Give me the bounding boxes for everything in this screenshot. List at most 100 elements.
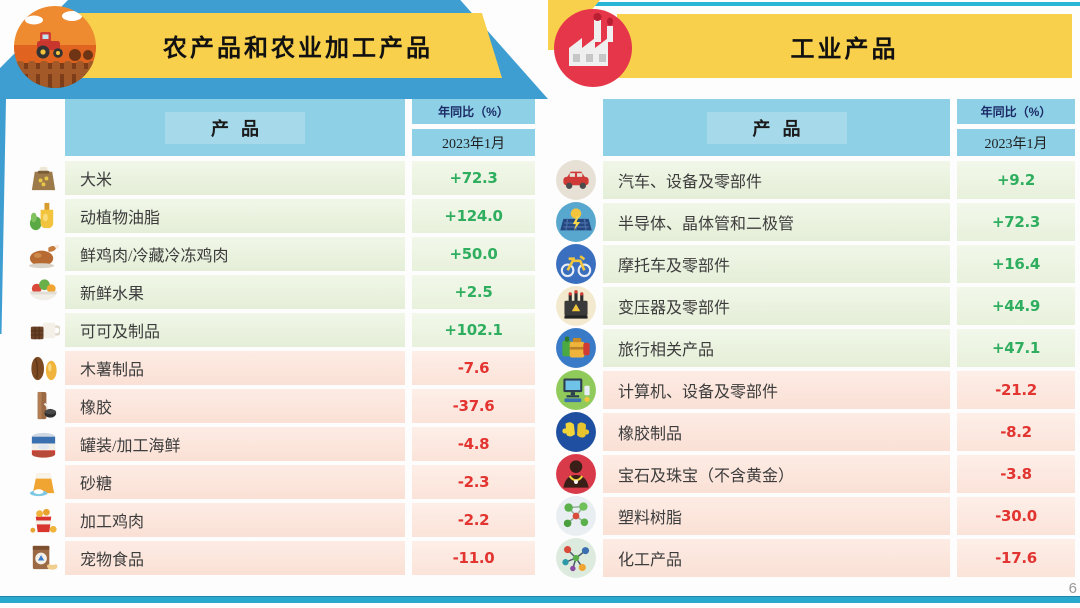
product-name: 计算机、设备及零部件 <box>603 371 950 409</box>
table-row: 宝石及珠宝（不含黄金） -3.8 <box>549 453 1075 495</box>
table-row: 加工鸡肉 -2.2 <box>22 503 535 537</box>
table-row: 宠物食品 -11.0 <box>22 541 535 575</box>
period-column-header: 2023年1月 <box>957 129 1075 156</box>
table-row: 化工产品 -17.6 <box>549 537 1075 579</box>
product-name: 新鲜水果 <box>65 275 405 309</box>
transformer-icon <box>549 285 603 327</box>
fried-chicken-icon <box>22 504 65 537</box>
product-name: 旅行相关产品 <box>603 329 950 367</box>
sugar-icon <box>22 466 65 499</box>
yoy-column-header: 年同比（%） <box>412 99 535 124</box>
cooking-oil-icon <box>22 200 65 233</box>
canned-seafood-icon <box>22 428 65 461</box>
travel-icon <box>549 327 603 369</box>
table-row: 罐装/加工海鲜 -4.8 <box>22 427 535 461</box>
product-name: 半导体、晶体管和二极管 <box>603 203 950 241</box>
product-name: 化工产品 <box>603 539 950 577</box>
yoy-value: -2.2 <box>412 503 535 537</box>
agriculture-table: 产品 年同比（%） 2023年1月 大米 +72.3 动植物油脂 +124.0 鲜鸡肉/… <box>22 99 535 575</box>
yoy-value: -11.0 <box>412 541 535 575</box>
table-row: 摩托车及零部件 +16.4 <box>549 243 1075 285</box>
table-row: 橡胶 -37.6 <box>22 389 535 423</box>
yoy-value: -21.2 <box>957 371 1075 409</box>
top-teal-line <box>556 2 1080 6</box>
table-row: 塑料树脂 -30.0 <box>549 495 1075 537</box>
right-panel-title: 工业产品 <box>790 36 899 63</box>
industry-table: 产品 年同比（%） 2023年1月 汽车、设备及零部件 +9.2 半导体、晶体管和二… <box>549 99 1075 579</box>
table-row: 半导体、晶体管和二极管 +72.3 <box>549 201 1075 243</box>
yoy-value: -3.8 <box>957 455 1075 493</box>
table-row: 汽车、设备及零部件 +9.2 <box>549 159 1075 201</box>
table-row: 大米 +72.3 <box>22 161 535 195</box>
industry-icon <box>553 8 633 88</box>
rice-sack-icon <box>22 162 65 195</box>
table-row: 鲜鸡肉/冷藏冷冻鸡肉 +50.0 <box>22 237 535 271</box>
table-row: 计算机、设备及零部件 -21.2 <box>549 369 1075 411</box>
fresh-fruit-icon <box>22 276 65 309</box>
yoy-value: -17.6 <box>957 539 1075 577</box>
yoy-value: -2.3 <box>412 465 535 499</box>
product-column-header: 产品 <box>65 99 405 156</box>
product-name: 砂糖 <box>65 465 405 499</box>
table-row: 动植物油脂 +124.0 <box>22 199 535 233</box>
left-panel-title: 农产品和农业加工产品 <box>163 36 433 62</box>
agriculture-table-header: 产品 年同比（%） 2023年1月 <box>65 99 535 156</box>
cassava-icon <box>22 352 65 385</box>
product-name: 加工鸡肉 <box>65 503 405 537</box>
product-name: 汽车、设备及零部件 <box>603 161 950 199</box>
yoy-column-header: 年同比（%） <box>957 99 1075 124</box>
table-row: 新鲜水果 +2.5 <box>22 275 535 309</box>
yoy-value: -7.6 <box>412 351 535 385</box>
agriculture-icon <box>13 5 97 89</box>
rubber-gloves-icon <box>549 411 603 453</box>
yoy-value: +44.9 <box>957 287 1075 325</box>
car-icon <box>549 159 603 201</box>
roast-chicken-icon <box>22 238 65 271</box>
yoy-value: -8.2 <box>957 413 1075 451</box>
chemical-icon <box>549 537 603 579</box>
agriculture-table-body: 大米 +72.3 动植物油脂 +124.0 鲜鸡肉/冷藏冷冻鸡肉 +50.0 新鲜水果 +2.… <box>22 161 535 575</box>
yoy-value: +72.3 <box>412 161 535 195</box>
yoy-value: +47.1 <box>957 329 1075 367</box>
table-row: 木薯制品 -7.6 <box>22 351 535 385</box>
table-row: 变压器及零部件 +44.9 <box>549 285 1075 327</box>
computer-icon <box>549 369 603 411</box>
industry-table-header: 产品 年同比（%） 2023年1月 <box>603 99 1075 156</box>
industry-table-body: 汽车、设备及零部件 +9.2 半导体、晶体管和二极管 +72.3 摩托车及零部件 +16.… <box>549 159 1075 579</box>
product-name: 宠物食品 <box>65 541 405 575</box>
product-name: 罐装/加工海鲜 <box>65 427 405 461</box>
page-number: 6 <box>1068 580 1077 597</box>
yoy-value: -30.0 <box>957 497 1075 535</box>
product-column-header: 产品 <box>603 99 950 156</box>
motorcycle-icon <box>549 243 603 285</box>
plastic-resin-icon <box>549 495 603 537</box>
semiconductor-icon <box>549 201 603 243</box>
bottom-teal-line <box>0 596 1080 603</box>
jewelry-icon <box>549 453 603 495</box>
yoy-value: +2.5 <box>412 275 535 309</box>
product-name: 摩托车及零部件 <box>603 245 950 283</box>
yoy-value: +50.0 <box>412 237 535 271</box>
right-panel-title-banner: 工业产品 <box>617 14 1072 78</box>
yoy-value: +102.1 <box>412 313 535 347</box>
table-row: 橡胶制品 -8.2 <box>549 411 1075 453</box>
product-name: 塑料树脂 <box>603 497 950 535</box>
product-name: 橡胶 <box>65 389 405 423</box>
table-row: 砂糖 -2.3 <box>22 465 535 499</box>
product-name: 可可及制品 <box>65 313 405 347</box>
product-name: 大米 <box>65 161 405 195</box>
period-column-header: 2023年1月 <box>412 129 535 156</box>
yoy-value: -4.8 <box>412 427 535 461</box>
yoy-value: +72.3 <box>957 203 1075 241</box>
yoy-value: +16.4 <box>957 245 1075 283</box>
rubber-icon <box>22 390 65 423</box>
yoy-value: -37.6 <box>412 389 535 423</box>
product-name: 变压器及零部件 <box>603 287 950 325</box>
product-name: 木薯制品 <box>65 351 405 385</box>
table-row: 可可及制品 +102.1 <box>22 313 535 347</box>
product-name: 动植物油脂 <box>65 199 405 233</box>
product-name: 橡胶制品 <box>603 413 950 451</box>
cocoa-icon <box>22 314 65 347</box>
yoy-value: +9.2 <box>957 161 1075 199</box>
